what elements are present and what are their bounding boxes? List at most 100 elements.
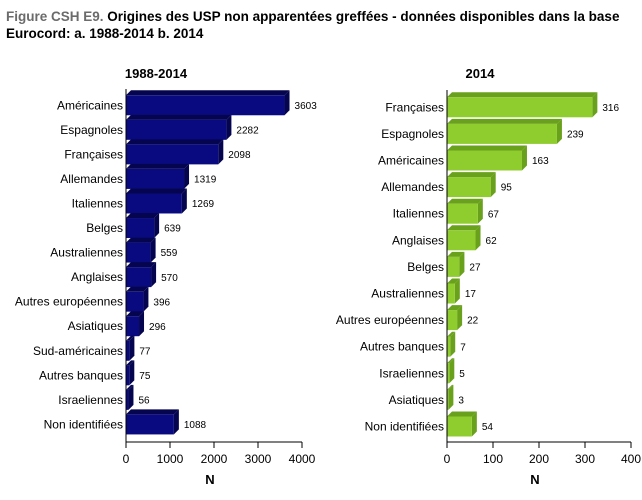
bar-b <box>447 256 460 277</box>
figure-title-text: Origines des USP non apparentées greffée… <box>6 9 620 41</box>
figure-title-prefix: Figure CSH E9. <box>6 9 104 24</box>
category-label-a: Non identifiées <box>44 417 123 431</box>
bar-side-a <box>181 188 187 214</box>
category-label-b: Asiatiques <box>389 393 444 407</box>
category-label-a: Anglaises <box>71 270 123 284</box>
bar-top-b <box>447 198 483 204</box>
bar-top-a <box>126 360 135 366</box>
value-label-a: 2098 <box>228 150 251 161</box>
value-label-b: 22 <box>467 316 479 327</box>
bar-side-a <box>128 384 134 410</box>
bar-side-b <box>459 251 465 277</box>
bar-top-a <box>126 262 157 268</box>
bar-side-a <box>150 237 156 263</box>
bar-b <box>447 283 455 304</box>
bar-side-b <box>475 225 481 251</box>
bar-top-b <box>447 331 456 337</box>
bar-top-b <box>447 145 527 151</box>
x-tick-label-b: 200 <box>529 452 549 466</box>
bar-side-b <box>457 305 463 331</box>
bar-side-b <box>592 92 598 118</box>
bar-b <box>447 416 472 437</box>
bar-top-b <box>447 225 481 231</box>
value-label-a: 75 <box>139 371 151 382</box>
bar-side-a <box>284 90 290 116</box>
figure-title: Figure CSH E9. Origines des USP non appa… <box>6 8 636 42</box>
category-label-a: Autres banques <box>39 368 123 382</box>
panel-title-b: 2014 <box>466 66 496 81</box>
bar-top-b <box>447 411 477 417</box>
value-label-b: 27 <box>469 263 481 274</box>
value-label-b: 163 <box>532 156 549 167</box>
bar-side-a <box>226 114 232 140</box>
bar-top-a <box>126 237 156 243</box>
value-label-b: 239 <box>567 130 584 141</box>
value-label-b: 62 <box>486 236 498 247</box>
value-label-b: 5 <box>459 369 465 380</box>
bar-top-a <box>126 286 149 292</box>
bar-side-a <box>173 409 179 435</box>
bar-side-b <box>521 145 527 171</box>
value-label-b: 67 <box>488 209 500 220</box>
bar-side-b <box>449 358 455 384</box>
bar-a <box>126 242 151 263</box>
category-label-a: Belges <box>86 221 123 235</box>
value-label-a: 3603 <box>295 101 318 112</box>
value-label-a: 1088 <box>184 420 207 431</box>
bar-top-b <box>447 305 463 311</box>
value-label-a: 296 <box>149 322 166 333</box>
category-label-a: Italiennes <box>72 196 123 210</box>
bar-top-b <box>447 118 562 124</box>
value-label-b: 54 <box>482 422 494 433</box>
bar-side-a <box>139 311 145 337</box>
bar-side-b <box>450 331 456 357</box>
bar-a <box>126 144 219 165</box>
category-label-b: Autres banques <box>360 340 444 354</box>
bar-side-b <box>556 118 562 144</box>
bar-top-a <box>126 139 224 145</box>
bar-side-a <box>218 139 224 165</box>
value-label-b: 3 <box>458 396 464 407</box>
bar-side-a <box>151 262 157 288</box>
chart-panel-b: 2014 316 Françaises 239 Espagnoles 163 América… <box>336 66 641 487</box>
category-label-b: Anglaises <box>392 233 444 247</box>
x-tick-label-a: 0 <box>123 452 130 466</box>
bar-side-b <box>490 172 496 198</box>
chart-panel-a: 1988-2014 3603 Américaines 2282 Espagnoles 20… <box>15 66 317 487</box>
bar-top-a <box>126 163 190 169</box>
bar-top-a <box>126 114 232 120</box>
bar-a <box>126 193 182 214</box>
category-label-b: Allemandes <box>381 180 444 194</box>
value-label-a: 1319 <box>194 175 217 186</box>
bar-side-b <box>454 278 460 304</box>
bar-a <box>126 316 140 337</box>
bar-top-b <box>447 172 496 178</box>
value-label-a: 570 <box>161 273 178 284</box>
x-axis-title-b: N <box>530 472 539 487</box>
bar-top-b <box>447 251 465 257</box>
bar-top-a <box>126 384 134 390</box>
bar-b <box>447 123 557 144</box>
x-tick-label-a: 3000 <box>245 452 272 466</box>
bar-b <box>447 310 458 331</box>
category-label-a: Autres européennes <box>15 295 123 309</box>
bar-b <box>447 97 593 118</box>
bar-a <box>126 168 185 189</box>
bar-a <box>126 95 285 116</box>
category-label-a: Australiennes <box>50 246 123 260</box>
bar-top-b <box>447 278 460 284</box>
bar-a <box>126 291 144 312</box>
category-label-a: Américaines <box>57 98 123 112</box>
bar-side-a <box>129 360 135 386</box>
bar-b <box>447 363 450 384</box>
bar-top-a <box>126 335 135 341</box>
bar-a <box>126 267 152 288</box>
bar-top-b <box>447 358 455 364</box>
value-label-a: 1269 <box>192 199 215 210</box>
category-label-b: Autres européennes <box>336 313 444 327</box>
category-label-a: Asiatiques <box>68 319 123 333</box>
value-label-a: 396 <box>153 297 170 308</box>
value-label-b: 95 <box>501 183 513 194</box>
bar-b <box>447 203 478 224</box>
category-label-b: Américaines <box>378 154 444 168</box>
